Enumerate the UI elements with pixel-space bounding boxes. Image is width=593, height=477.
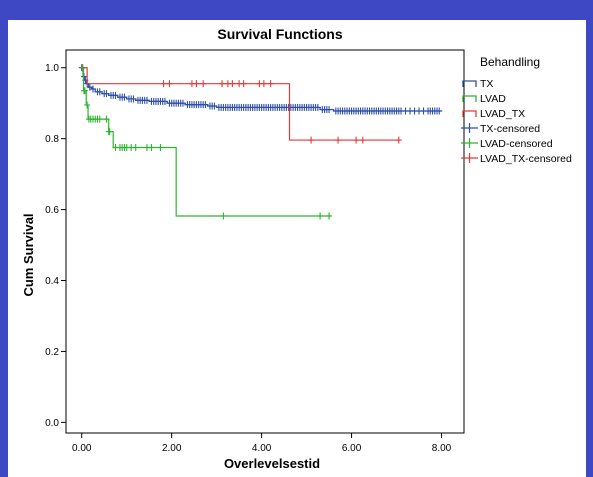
x-tick-label: 8.00 [432, 443, 452, 454]
x-tick-label: 0.00 [72, 443, 92, 454]
legend-label: TX-censored [480, 123, 540, 135]
legend-label: LVAD_TX [480, 108, 525, 120]
x-tick-label: 6.00 [342, 443, 362, 454]
legend-item: LVAD-censored [461, 138, 553, 150]
series-line-lvad-tx [81, 67, 399, 141]
legend-item: LVAD [462, 93, 506, 105]
plot-frame [65, 49, 465, 434]
legend-title: Behandling [480, 55, 540, 69]
x-tick-label: 2.00 [162, 443, 182, 454]
legend-label: LVAD_TX-censored [480, 153, 572, 165]
chart-title: Survival Functions [217, 26, 342, 42]
legend-swatch [462, 95, 477, 102]
legend-label: LVAD [480, 93, 506, 105]
legend-swatch [462, 80, 477, 87]
y-tick-label: 0.2 [45, 347, 59, 358]
y-tick-label: 1.0 [45, 63, 59, 74]
legend-label: TX [480, 78, 493, 90]
legend-item: LVAD_TX [462, 108, 525, 120]
y-tick-label: 0.0 [45, 418, 59, 429]
legend-label: LVAD-censored [480, 138, 553, 150]
legend-swatch [462, 110, 477, 117]
y-axis-label: Cum Survival [21, 213, 36, 296]
x-axis-label: Overlevelsestid [224, 456, 320, 471]
legend-item: TX [462, 78, 493, 90]
legend-item: TX-censored [461, 123, 540, 135]
x-tick-label: 4.00 [252, 443, 272, 454]
y-tick-label: 0.4 [45, 276, 59, 287]
legend-item: LVAD_TX-censored [461, 153, 572, 165]
legend: TX LVAD LVAD_TX TX-censored LVAD-censored LVA… [461, 78, 572, 165]
y-tick-label: 0.6 [45, 205, 59, 216]
y-tick-label: 0.8 [45, 134, 59, 145]
chart-figure: Survival Functions Cum Survival Overleve… [8, 20, 586, 477]
survival-chart: Survival Functions Cum Survival Overleve… [21, 26, 572, 471]
plot-area: 0.00 2.00 4.00 6.00 8.00 0.0 0.2 0.4 0.6 0.8 1.0 [45, 49, 465, 454]
